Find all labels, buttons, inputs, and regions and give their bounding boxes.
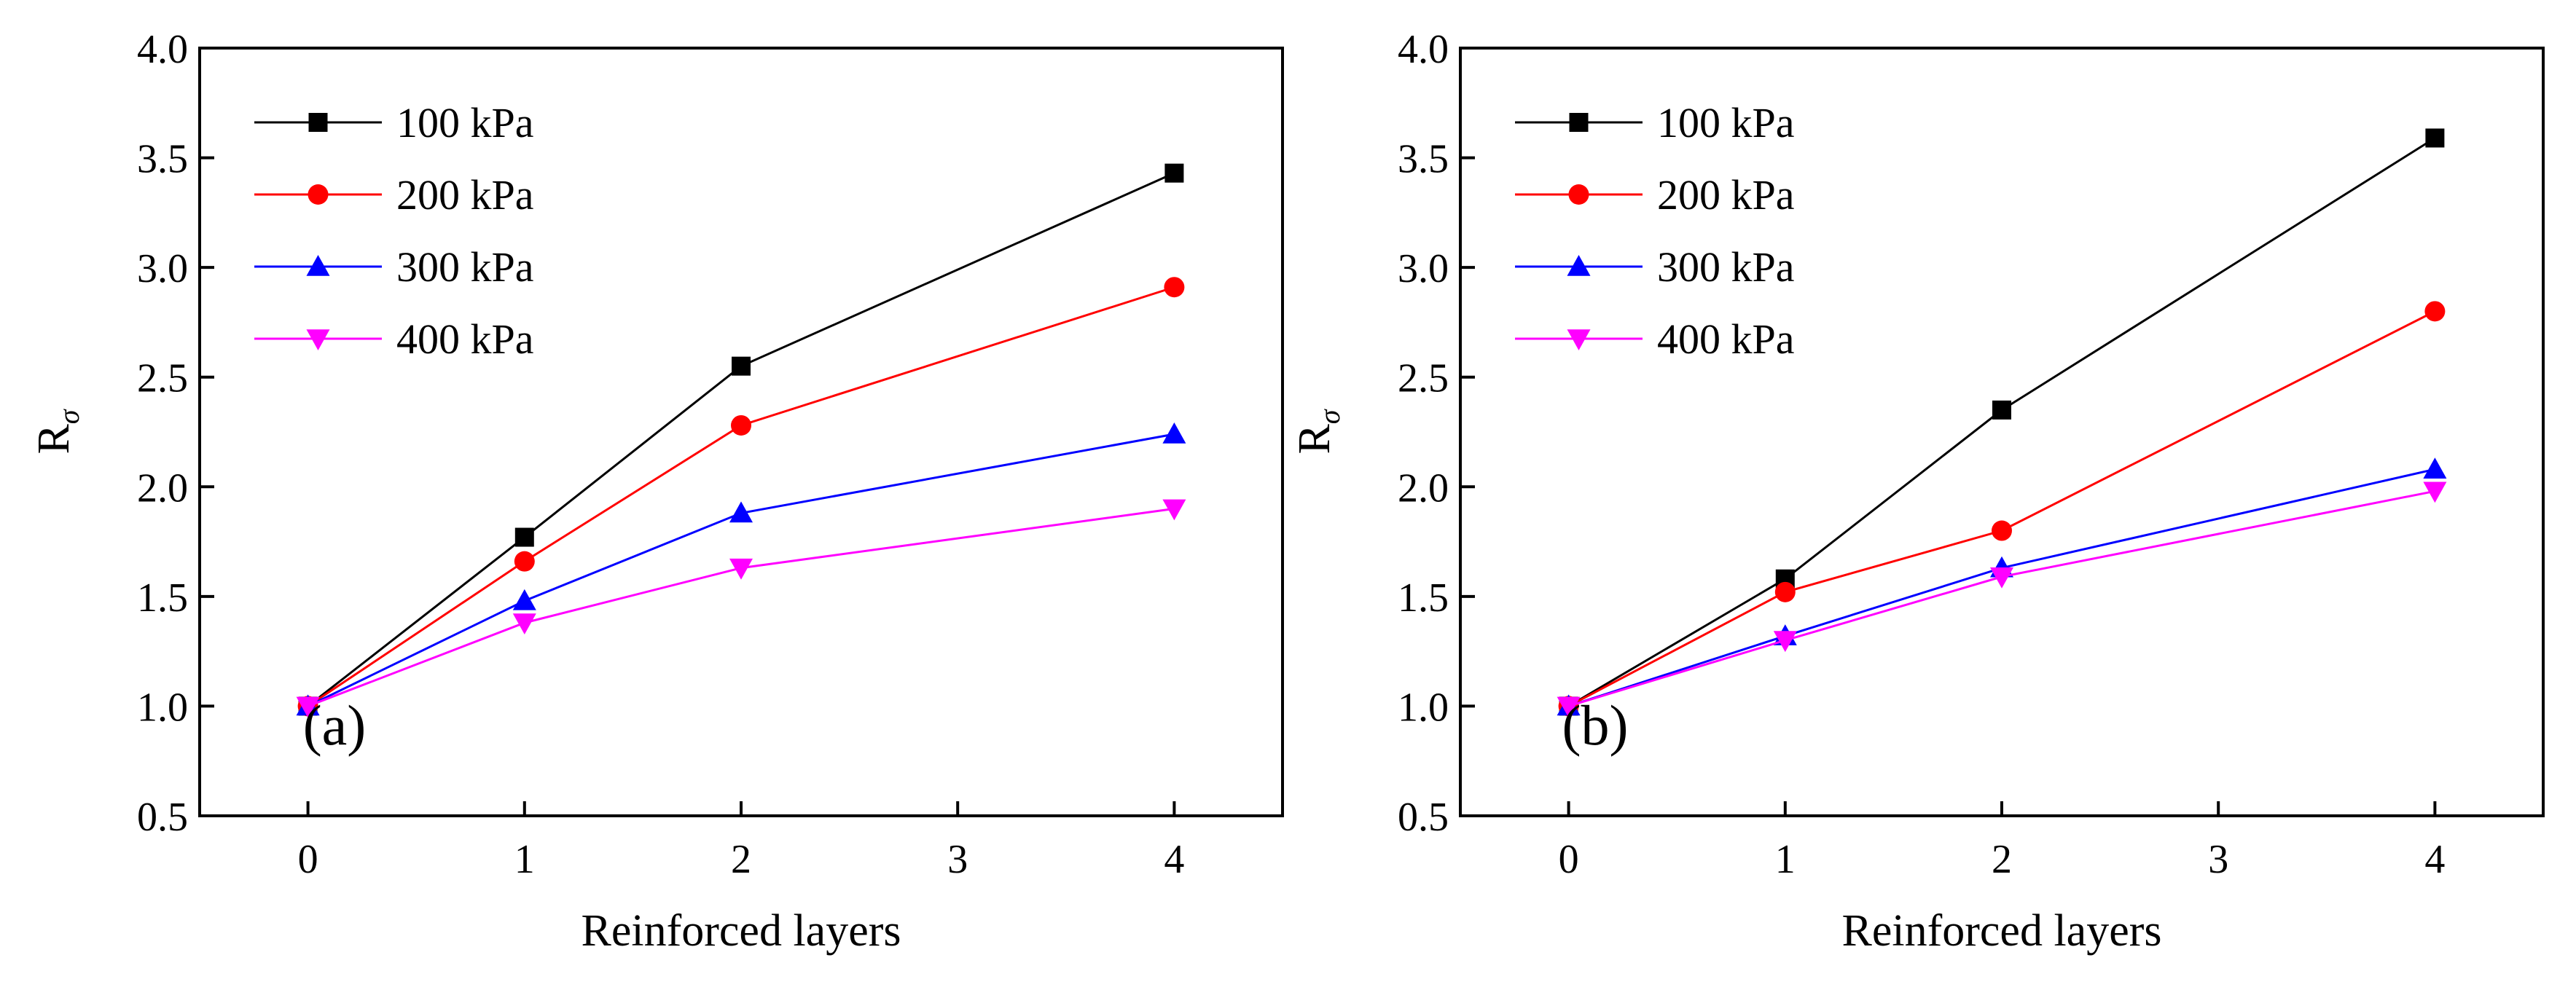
legend-marker [1569, 113, 1589, 132]
chart-panel-a: 0.5 1.0 1.5 2.0 2.5 3.0 3.5 4.0 0 1 2 3 4 Reinforced … [29, 27, 1284, 956]
x-axis-label: Reinforced layers [582, 906, 901, 956]
x-tick-label: 3 [947, 837, 968, 882]
data-point [1773, 631, 1797, 653]
series-line [307, 286, 1175, 707]
y-tick-label: 0.5 [137, 795, 188, 840]
x-tick-label: 3 [2208, 837, 2228, 882]
y-axis-label-main: R [1290, 424, 1339, 455]
x-tick-label: 1 [1775, 837, 1796, 882]
x-tick-label: 1 [514, 837, 535, 882]
y-tick-label: 1.5 [1398, 575, 1449, 621]
y-tick-label: 2.5 [137, 356, 188, 401]
y-axis-label-subscript: σ [1313, 409, 1346, 424]
data-point [1162, 499, 1186, 521]
data-point [1990, 567, 2013, 589]
y-tick-label: 1.5 [137, 575, 188, 621]
legend-marker [308, 113, 328, 132]
data-point [1164, 163, 1184, 183]
y-tick-label: 2.5 [1398, 356, 1449, 401]
data-point [1557, 696, 1581, 718]
legend-marker [1567, 329, 1591, 350]
chart-panel-b: 0.5 1.0 1.5 2.0 2.5 3.0 3.5 4.0 0 1 2 3 4 Reinforced … [1290, 27, 2545, 956]
data-point [732, 356, 751, 376]
legend-marker [306, 329, 330, 350]
data-point [296, 696, 320, 718]
legend: 100 kPa 200 kPa 300 kPa 400 kPa [254, 99, 534, 363]
y-tick-label: 1.0 [1398, 685, 1449, 730]
legend-label: 200 kPa [396, 171, 534, 219]
x-tick-label: 4 [1164, 837, 1184, 882]
legend-label: 400 kPa [1657, 315, 1795, 363]
y-tick-label: 4.0 [1398, 27, 1449, 72]
y-axis-label-subscript: σ [52, 409, 85, 424]
data-point [512, 589, 536, 610]
x-tick-label: 2 [731, 837, 751, 882]
data-point [512, 613, 536, 634]
legend-label: 100 kPa [1657, 99, 1795, 146]
data-point [2425, 128, 2445, 148]
x-tick-label: 2 [1992, 837, 2012, 882]
panel-label: (a) [303, 693, 367, 757]
legend-marker [306, 255, 330, 276]
y-axis-label: Rσ [29, 409, 85, 454]
legend-label: 300 kPa [1657, 243, 1795, 291]
data-point [731, 414, 751, 436]
data-point [1774, 581, 1796, 602]
y-axis-label: Rσ [1290, 409, 1346, 454]
y-tick-label: 1.0 [137, 685, 188, 730]
x-axis-label: Reinforced layers [1842, 906, 2162, 956]
x-tick-label: 0 [1559, 837, 1579, 882]
series-line [1567, 137, 2436, 707]
data-point [2423, 457, 2447, 479]
series-line [1568, 489, 2435, 707]
y-tick-label: 3.0 [1398, 246, 1449, 291]
series-line [1568, 468, 2435, 707]
legend: 100 kPa 200 kPa 300 kPa 400 kPa [1515, 99, 1795, 363]
data-point [729, 501, 753, 523]
data-point [1992, 400, 2011, 420]
data-point [2423, 481, 2447, 503]
data-point [514, 527, 534, 547]
legend-label: 300 kPa [396, 243, 534, 291]
panel-label: (b) [1562, 693, 1629, 757]
legend-label: 200 kPa [1657, 171, 1795, 219]
y-tick-label: 2.0 [137, 465, 188, 511]
series-line [307, 172, 1175, 707]
y-axis-label-main: R [29, 424, 79, 455]
y-tick-label: 3.5 [137, 137, 188, 182]
series-line [307, 433, 1175, 707]
y-tick-label: 3.0 [137, 246, 188, 291]
x-tick-label: 4 [2424, 837, 2445, 882]
y-tick-label: 2.0 [1398, 465, 1449, 511]
data-point [1162, 422, 1186, 444]
legend-marker [1568, 184, 1589, 205]
x-tick-label: 0 [298, 837, 318, 882]
y-tick-label: 3.5 [1398, 137, 1449, 182]
legend-marker [308, 184, 329, 205]
data-point [514, 551, 535, 572]
y-tick-label: 4.0 [137, 27, 188, 72]
legend-marker [1567, 255, 1591, 276]
data-point [1992, 520, 2012, 541]
data-point [729, 558, 753, 580]
data-point [2424, 301, 2446, 322]
legend-label: 400 kPa [396, 315, 534, 363]
legend-label: 100 kPa [396, 99, 534, 146]
y-tick-label: 0.5 [1398, 795, 1449, 840]
data-point [1164, 277, 1185, 298]
series-line [1567, 310, 2436, 707]
series-line [308, 507, 1175, 707]
